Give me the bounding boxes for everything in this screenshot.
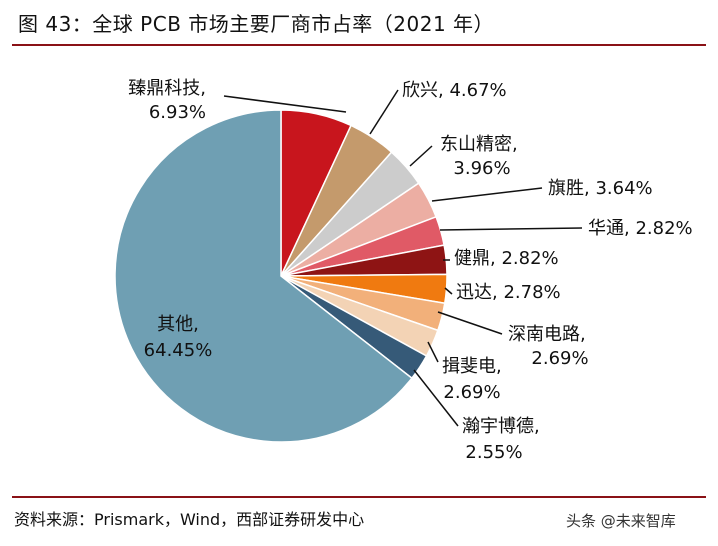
leader-line: [369, 89, 399, 135]
slice-value-label: 6.93%: [149, 102, 206, 123]
slice-value-label: 2.55%: [465, 442, 522, 463]
leader-line: [427, 341, 439, 363]
slice-value-label: 2.69%: [443, 382, 500, 403]
slice-label: 健鼎, 2.82%: [454, 248, 559, 269]
slice-label: 欣兴, 4.67%: [402, 80, 507, 101]
pie-slice: [114, 109, 413, 443]
leader-line: [437, 311, 503, 335]
slice-value-label: 2.69%: [531, 348, 588, 369]
leader-lines: [223, 89, 583, 427]
slice-label: 揖斐电,: [442, 356, 502, 377]
slice-value-label: 3.96%: [453, 158, 510, 179]
footer-divider: [12, 496, 706, 498]
source-note: 资料来源：Prismark，Wind，西部证券研发中心: [14, 510, 365, 529]
slice-label: 旗胜, 3.64%: [548, 178, 653, 199]
slice-label: 华通, 2.82%: [588, 218, 693, 239]
slice-labels: 臻鼎科技, 6.93% 欣兴, 4.67% 东山精密, 3.96% 旗胜, 3.64% 华通…: [128, 78, 692, 463]
leader-line: [409, 145, 433, 167]
leader-line: [223, 95, 347, 113]
leader-line: [413, 369, 459, 427]
pie-slices: [114, 109, 448, 443]
slice-value-label: 64.45%: [144, 340, 213, 361]
title-divider: [12, 44, 706, 46]
leader-line: [439, 227, 583, 231]
slice-label: 其他,: [157, 314, 199, 335]
slice-label: 瀚宇博德,: [462, 416, 540, 437]
chart-title: 图 43：全球 PCB 市场主要厂商市占率（2021 年）: [18, 12, 495, 36]
slice-label: 臻鼎科技,: [128, 78, 206, 99]
leader-line: [444, 287, 453, 295]
leader-line: [431, 187, 543, 202]
slice-label: 迅达, 2.78%: [456, 282, 561, 303]
slice-label: 东山精密,: [440, 134, 518, 155]
watermark: 头条 @未来智库: [566, 512, 676, 530]
slice-label: 深南电路,: [508, 324, 586, 345]
